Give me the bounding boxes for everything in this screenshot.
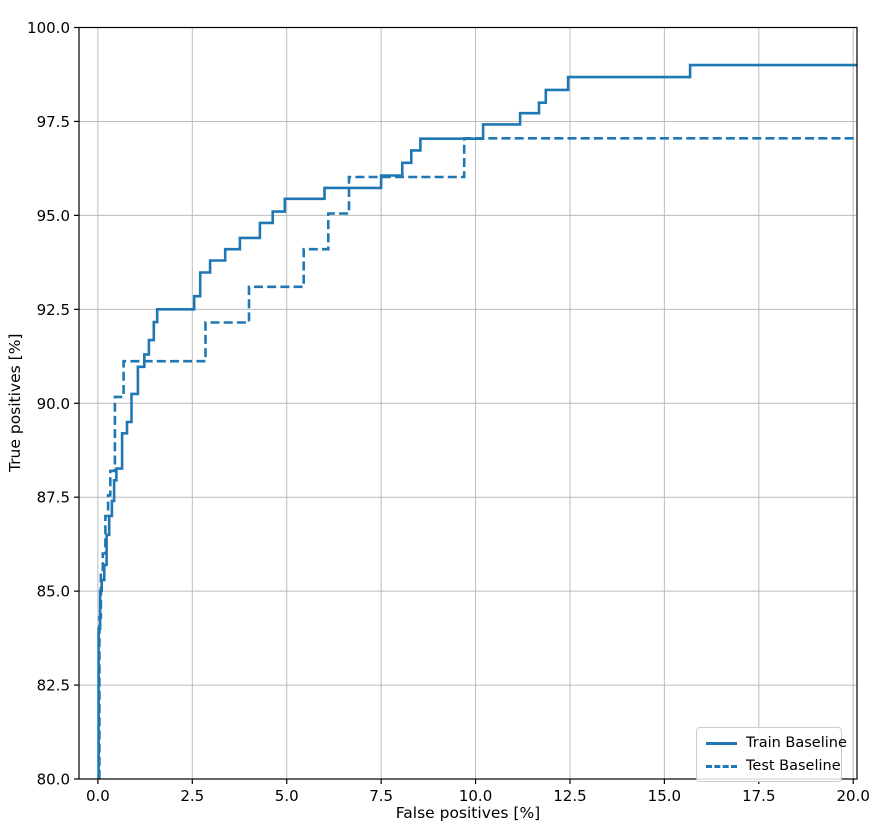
series-curves bbox=[97, 63, 857, 779]
curve-test-baseline bbox=[98, 137, 857, 779]
grid bbox=[79, 27, 857, 780]
x-tick-label: 5.0 bbox=[275, 787, 299, 805]
y-tick-label: 87.5 bbox=[37, 489, 70, 507]
x-tick-label: 17.5 bbox=[742, 787, 775, 805]
ticks bbox=[74, 26, 854, 784]
y-tick-label: 90.0 bbox=[37, 395, 70, 413]
legend-item-test: Test Baseline bbox=[706, 758, 841, 774]
legend-label-train: Train Baseline bbox=[746, 735, 847, 751]
legend-label-test: Test Baseline bbox=[746, 758, 841, 774]
test-line-sample-icon bbox=[706, 764, 737, 768]
curve-train-baseline bbox=[97, 63, 857, 779]
x-tick-label: 12.5 bbox=[553, 787, 586, 805]
legend: Train Baseline Test Baseline bbox=[696, 727, 847, 782]
x-tick-label: 0.0 bbox=[86, 787, 110, 805]
legend-item-train: Train Baseline bbox=[706, 735, 847, 751]
y-axis-label: True positives [%] bbox=[6, 333, 24, 473]
y-tick-label: 92.5 bbox=[37, 301, 70, 319]
y-tick-label: 95.0 bbox=[37, 207, 70, 225]
x-axis-label: False positives [%] bbox=[395, 804, 541, 822]
y-tick-label: 97.5 bbox=[37, 113, 70, 131]
y-tick-label: 82.5 bbox=[37, 677, 70, 695]
y-tick-label: 85.0 bbox=[37, 583, 70, 601]
y-tick-label: 80.0 bbox=[37, 771, 70, 789]
y-tick-label: 100.0 bbox=[27, 19, 70, 37]
x-tick-label: 7.5 bbox=[369, 787, 393, 805]
tick-labels: 0.0 2.5 5.0 7.5 10.0 12.5 15.0 17.5 20.0 80.0 82.5… bbox=[27, 19, 870, 805]
x-tick-label: 2.5 bbox=[180, 787, 204, 805]
x-tick-label: 15.0 bbox=[648, 787, 681, 805]
x-tick-label: 10.0 bbox=[459, 787, 492, 805]
train-line-sample-icon bbox=[706, 741, 737, 745]
x-tick-label: 20.0 bbox=[837, 787, 870, 805]
